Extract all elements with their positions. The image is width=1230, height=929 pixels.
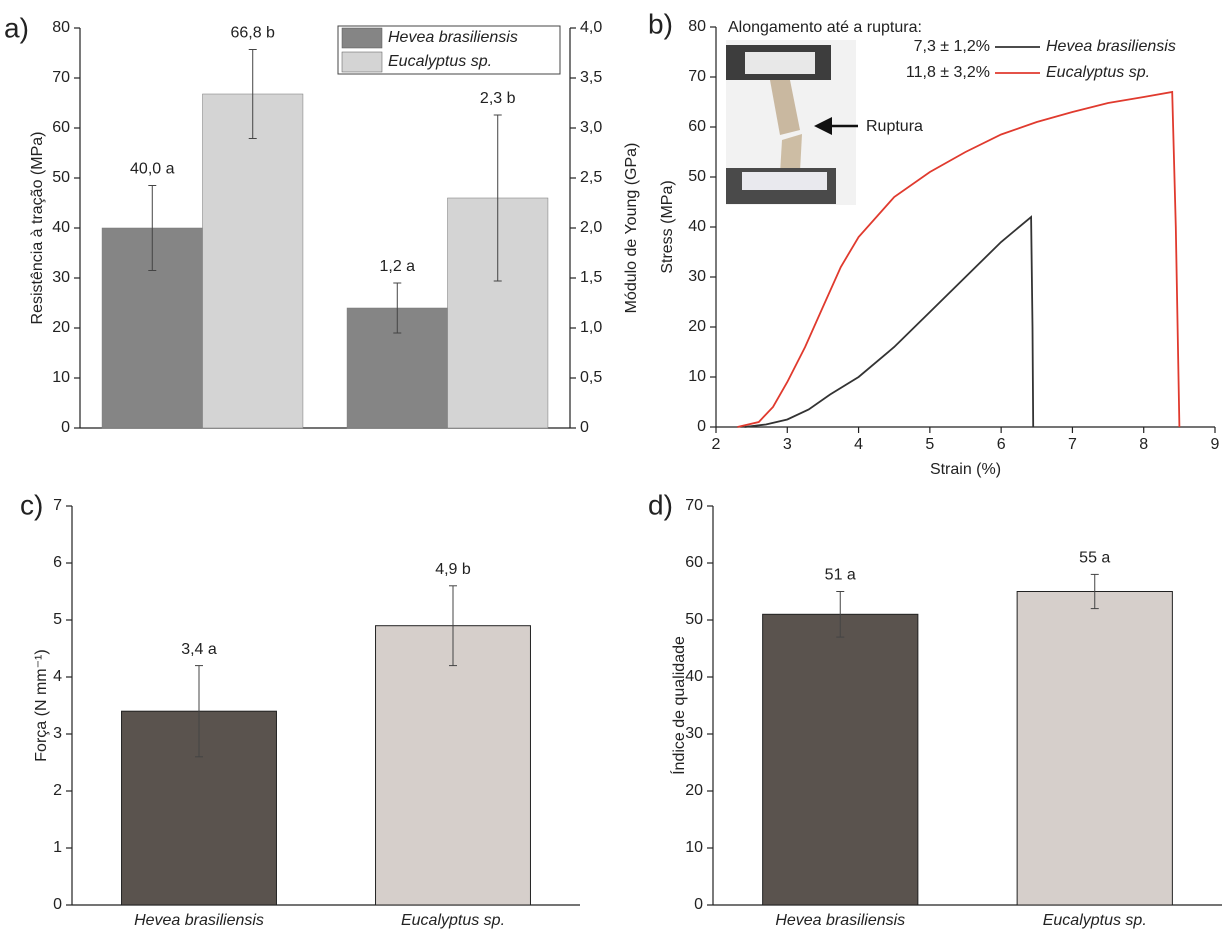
y-tick-label: 0 (694, 896, 703, 913)
y-tick-label: 40 (688, 218, 706, 235)
y-tick-label: 60 (52, 119, 70, 136)
y-tick-label: 50 (685, 611, 703, 628)
y-tick-label: 0 (697, 418, 706, 435)
bar (763, 614, 918, 905)
value-label: 1,2 a (379, 258, 415, 275)
y-tick-label: 40 (52, 219, 70, 236)
x-tick-label: 9 (1211, 436, 1220, 453)
y2-tick-label: 2,0 (580, 219, 602, 236)
legend-label: Hevea brasiliensis (388, 29, 518, 46)
y-tick-label: 20 (52, 319, 70, 336)
y-tick-label: 3 (53, 725, 62, 742)
legend-swatch (342, 52, 382, 72)
y-tick-label: 20 (685, 782, 703, 799)
x-tick-label: 4 (854, 436, 863, 453)
legend-label: Hevea brasiliensis (1046, 38, 1176, 55)
y-tick-label: 1 (53, 839, 62, 856)
y-tick-label: 60 (685, 554, 703, 571)
x-tick-label: 2 (712, 436, 721, 453)
x-tick-label: 3 (783, 436, 792, 453)
value-label: 66,8 b (230, 25, 275, 42)
x-tick-label: Hevea brasiliensis (134, 912, 264, 929)
y2-tick-label: 0,5 (580, 369, 602, 386)
panel-label: c) (20, 489, 43, 520)
y-tick-label: 70 (688, 68, 706, 85)
x-tick-label: 6 (997, 436, 1006, 453)
y-tick-label: 80 (688, 18, 706, 35)
panel-label: d) (648, 489, 673, 520)
value-label: 51 a (825, 567, 856, 584)
bar (1017, 592, 1172, 906)
y-tick-label: 10 (52, 369, 70, 386)
y2-tick-label: 3,5 (580, 69, 602, 86)
bar (376, 626, 531, 905)
legend-swatch (342, 28, 382, 48)
y-tick-label: 4 (53, 668, 62, 685)
page: a)01020304050607080Resistência à tração … (0, 0, 1230, 929)
y-tick-label: 6 (53, 554, 62, 571)
y-tick-label: 20 (688, 318, 706, 335)
y-tick-label: 10 (685, 839, 703, 856)
y2-tick-label: 0 (580, 419, 589, 436)
y-tick-label: 10 (688, 368, 706, 385)
clamp-face (745, 52, 815, 74)
y-tick-label: 0 (61, 419, 70, 436)
y2-tick-label: 3,0 (580, 119, 602, 136)
x-tick-label: Eucalyptus sp. (401, 912, 505, 929)
annotation: Alongamento até a ruptura: (728, 19, 922, 36)
x-axis-label: Strain (%) (930, 461, 1001, 478)
x-tick-label: Eucalyptus sp. (1043, 912, 1147, 929)
bar (203, 94, 303, 428)
y-axis-label: Índice de qualidade (669, 636, 688, 775)
y-tick-label: 70 (52, 69, 70, 86)
figure: a)01020304050607080Resistência à tração … (0, 0, 1230, 929)
value-label: 40,0 a (130, 161, 175, 178)
annotation: 7,3 ± 1,2% (914, 38, 990, 55)
y-tick-label: 50 (688, 168, 706, 185)
annotation: Ruptura (866, 118, 923, 135)
y-tick-label: 7 (53, 497, 62, 514)
y-tick-label: 60 (688, 118, 706, 135)
annotation: 11,8 ± 3,2% (906, 64, 990, 81)
x-tick-label: 5 (925, 436, 934, 453)
y2-tick-label: 1,0 (580, 319, 602, 336)
x-tick-label: 7 (1068, 436, 1077, 453)
clamp-face-lower (742, 172, 827, 190)
y2-axis-label: Módulo de Young (GPa) (623, 143, 640, 314)
panel-label: a) (4, 12, 29, 43)
y-tick-label: 30 (52, 269, 70, 286)
y-tick-label: 5 (53, 611, 62, 628)
photo-inset (726, 40, 858, 205)
line-series (745, 217, 1034, 427)
y2-tick-label: 1,5 (580, 269, 602, 286)
x-tick-label: 8 (1139, 436, 1148, 453)
y-axis-label: Força (N mm⁻¹) (33, 649, 50, 761)
panel-label: b) (648, 8, 673, 39)
legend-label: Eucalyptus sp. (388, 53, 492, 70)
y-tick-label: 70 (685, 497, 703, 514)
value-label: 3,4 a (181, 641, 217, 658)
y-tick-label: 2 (53, 782, 62, 799)
legend-label: Eucalyptus sp. (1046, 64, 1150, 81)
y-axis-label: Stress (MPa) (659, 180, 676, 273)
value-label: 4,9 b (435, 561, 471, 578)
y-tick-label: 50 (52, 169, 70, 186)
legend: Hevea brasiliensis Eucalyptus sp. (338, 26, 560, 74)
y2-tick-label: 2,5 (580, 169, 602, 186)
y-tick-label: 30 (688, 268, 706, 285)
y-axis-label: Resistência à tração (MPa) (29, 132, 46, 325)
value-label: 2,3 b (480, 90, 516, 107)
y-tick-label: 80 (52, 19, 70, 36)
x-tick-label: Hevea brasiliensis (775, 912, 905, 929)
y2-tick-label: 4,0 (580, 19, 602, 36)
y-tick-label: 0 (53, 896, 62, 913)
value-label: 55 a (1079, 550, 1110, 567)
